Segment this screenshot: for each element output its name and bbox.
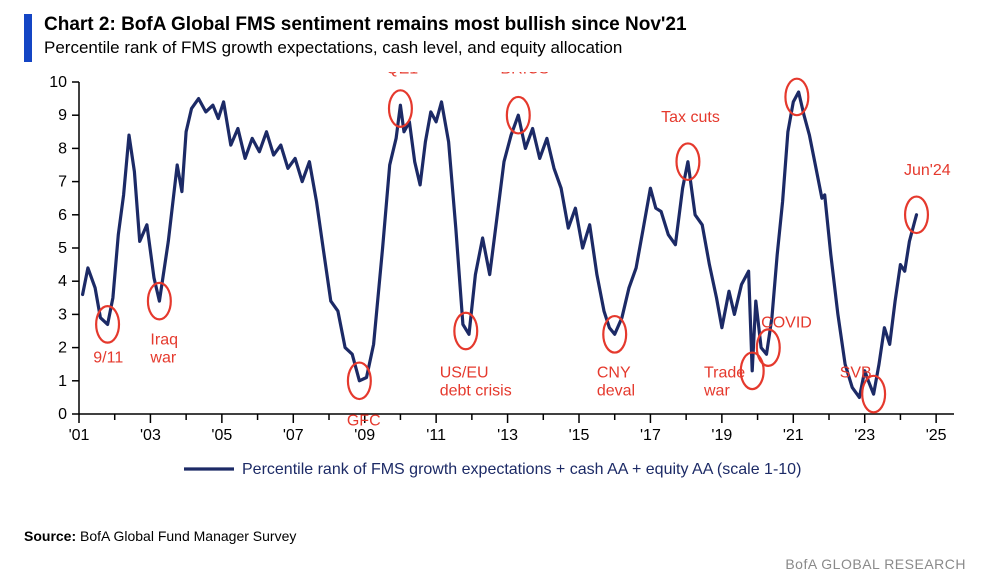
source-label: Source: xyxy=(24,528,76,544)
annotation-label: deval xyxy=(597,382,635,399)
y-tick-label: 5 xyxy=(58,240,67,257)
x-tick-label: '23 xyxy=(854,427,875,444)
y-tick-label: 7 xyxy=(58,174,67,191)
x-tick-label: '11 xyxy=(426,427,446,444)
x-tick-label: '03 xyxy=(140,427,161,444)
annotation-label: US/EU xyxy=(440,364,489,381)
annotation-label: Tax cuts xyxy=(661,109,720,126)
x-tick-label: '21 xyxy=(783,427,804,444)
source-text: BofA Global Fund Manager Survey xyxy=(80,528,296,544)
y-tick-label: 1 xyxy=(58,373,67,390)
annotation-label: 9/11 xyxy=(93,350,123,367)
title-block: Chart 2: BofA Global FMS sentiment remai… xyxy=(24,14,970,58)
chart-figure: Chart 2: BofA Global FMS sentiment remai… xyxy=(0,0,990,584)
chart-subtitle: Percentile rank of FMS growth expectatio… xyxy=(44,38,970,58)
x-tick-label: '25 xyxy=(926,427,947,444)
annotation-label: COVID xyxy=(761,315,812,332)
y-tick-label: 3 xyxy=(58,306,67,323)
chart-svg: 012345678910'01'03'05'07'09'11'13'15'17'… xyxy=(24,72,966,492)
series-line xyxy=(83,92,917,397)
annotation-label: QE1 xyxy=(386,72,418,78)
x-tick-label: '13 xyxy=(497,427,518,444)
y-tick-label: 4 xyxy=(58,273,67,290)
y-tick-label: 9 xyxy=(58,107,67,124)
annotation-label: Jun'24 xyxy=(904,162,951,179)
chart-area: 012345678910'01'03'05'07'09'11'13'15'17'… xyxy=(24,72,966,492)
y-tick-label: 10 xyxy=(49,74,67,91)
annotation-label: debt crisis xyxy=(440,382,512,399)
chart-title: Chart 2: BofA Global FMS sentiment remai… xyxy=(44,14,970,36)
annotation-label: SVB xyxy=(840,364,872,381)
brand-text: BofA GLOBAL RESEARCH xyxy=(785,556,966,572)
annotation-label: CNY xyxy=(597,364,631,381)
x-tick-label: '01 xyxy=(69,427,90,444)
legend-text: Percentile rank of FMS growth expectatio… xyxy=(242,461,801,478)
annotation-label: Trade xyxy=(704,364,745,381)
y-tick-label: 0 xyxy=(58,406,67,423)
x-tick-label: '05 xyxy=(211,427,232,444)
y-tick-label: 6 xyxy=(58,207,67,224)
y-tick-label: 8 xyxy=(58,140,67,157)
x-tick-label: '17 xyxy=(640,427,661,444)
x-tick-label: '19 xyxy=(711,427,732,444)
annotation-label: GFC xyxy=(347,413,381,430)
source-line: Source: BofA Global Fund Manager Survey xyxy=(24,528,296,544)
annotation-label: BRICS xyxy=(500,72,549,78)
annotation-label: war xyxy=(703,382,730,399)
x-tick-label: '15 xyxy=(569,427,590,444)
y-tick-label: 2 xyxy=(58,340,67,357)
annotation-label: Iraq xyxy=(150,331,178,348)
annotation-label: war xyxy=(149,349,176,366)
x-tick-label: '07 xyxy=(283,427,304,444)
